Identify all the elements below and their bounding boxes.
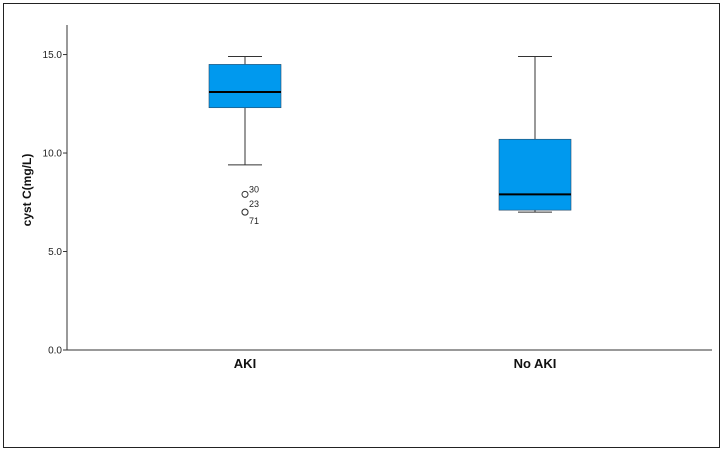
- outlier-0-0: [241, 190, 249, 198]
- boxes: 30 23 71: [208, 56, 572, 226]
- outlier-0-2: [241, 208, 249, 216]
- outlier-label-0-2: 71: [249, 216, 259, 226]
- axes: [66, 25, 712, 351]
- y-ticks: 0.0 5.0 10.0 15.0: [43, 50, 67, 357]
- category-labels: AKI No AKI: [234, 356, 557, 371]
- box-1: [498, 56, 572, 213]
- outlier-label-0-0: 30: [249, 184, 259, 194]
- y-tick-label-3: 15.0: [43, 50, 63, 61]
- iqr-box-1: [498, 138, 572, 211]
- chart-frame: [3, 3, 720, 448]
- y-tick-label-1: 5.0: [48, 247, 62, 258]
- iqr-box-0: [208, 64, 282, 109]
- category-label-0: AKI: [234, 356, 256, 371]
- y-tick-label-2: 10.0: [43, 149, 63, 160]
- y-tick-label-0: 0.0: [48, 346, 62, 357]
- outlier-label-0-1: 23: [249, 199, 259, 209]
- category-label-1: No AKI: [514, 356, 557, 371]
- box-0: 30 23 71: [208, 56, 282, 226]
- y-axis-title: cyst C(mg/L): [20, 154, 34, 227]
